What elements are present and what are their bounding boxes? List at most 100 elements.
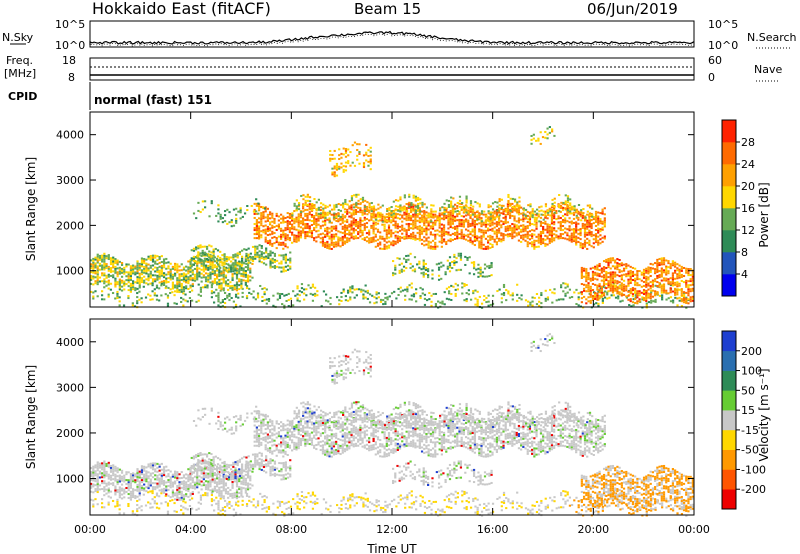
power-cell [246,254,250,257]
velocity-cell [256,500,260,503]
power-cell [472,261,476,264]
power-cell [255,229,258,232]
power-cell [612,284,615,287]
power-cell [540,205,543,208]
velocity-cell [415,500,418,503]
power-cell [381,247,384,250]
power-cell [609,283,612,286]
velocity-cell [206,492,209,495]
power-cell [547,213,550,216]
power-cell [354,208,358,211]
power-cell [478,295,481,298]
power-cell [482,243,485,246]
power-cell [487,210,490,213]
power-cell [489,220,492,223]
power-cell [471,240,474,243]
power-cell [579,232,582,235]
power-cell [631,295,635,298]
power-cell [535,223,538,226]
power-cell [353,210,356,213]
power-cell [167,265,170,268]
power-cell [204,252,208,255]
power-cell [427,242,430,245]
power-cell [394,205,398,208]
beam-title: Beam 15 [354,0,421,18]
power-cell [609,275,612,278]
power-cell [269,266,272,269]
power-cell [412,223,415,226]
velocity-cell [140,505,143,508]
power-cell [434,241,437,244]
power-cell [200,262,203,265]
power-cell [662,261,666,264]
power-cell [132,268,135,271]
power-cell [676,297,679,300]
power-cell [511,235,514,238]
power-cell [546,229,549,232]
power-cell [548,233,551,236]
power-cell [493,230,496,233]
power-cell [671,260,675,263]
power-cell [107,279,110,282]
power-cell [213,274,216,277]
power-cell [349,151,352,154]
power-cell [246,278,250,281]
power-cell [531,296,534,299]
power-cell [564,292,567,295]
power-cell [335,217,338,220]
velocity-cell [314,502,317,505]
power-cell [517,239,521,242]
power-cell [134,273,137,276]
power-cell [438,240,441,243]
power-cell [427,240,430,243]
power-cell [429,241,432,244]
power-cell [220,288,223,291]
power-cell [479,274,482,277]
power-cell [199,294,203,297]
power-cell [160,266,163,269]
velocity-cell [151,498,154,501]
power-cell [539,237,543,240]
power-cell [638,278,641,281]
power-cell [462,235,465,238]
power-cell [222,271,225,274]
power-cell [602,278,606,281]
power-cell [390,216,393,219]
power-cell [496,290,499,293]
power-cell [218,273,221,276]
power-cell [297,231,300,234]
power-cell [377,203,380,206]
power-cell [329,149,332,152]
power-cell [601,222,604,225]
power-cell [370,224,373,227]
power-cell [599,218,602,221]
power-cell [210,202,213,205]
power-cell [394,234,397,237]
power-cell [303,288,306,291]
power-cell [463,206,466,209]
power-cell [332,235,336,238]
power-cell [425,231,428,234]
power-cell [239,305,242,308]
power-cell [575,288,578,291]
power-cell [491,211,494,214]
power-cell [614,279,617,282]
power-cell [182,274,186,277]
power-cell [409,227,413,230]
power-cell [474,297,477,300]
power-cell [467,235,470,238]
power-cell [674,263,677,266]
power-cell [453,215,457,218]
power-cell [409,252,412,255]
power-cell [520,230,523,233]
velocity-cell [384,504,387,507]
power-cell [412,225,415,228]
power-cell [358,152,361,155]
power-cell [394,199,398,202]
power-cell [564,213,567,216]
power-cell [344,151,348,154]
power-cell [344,161,348,164]
power-cell [472,209,475,212]
power-cell [440,223,443,226]
power-cell [233,286,236,289]
